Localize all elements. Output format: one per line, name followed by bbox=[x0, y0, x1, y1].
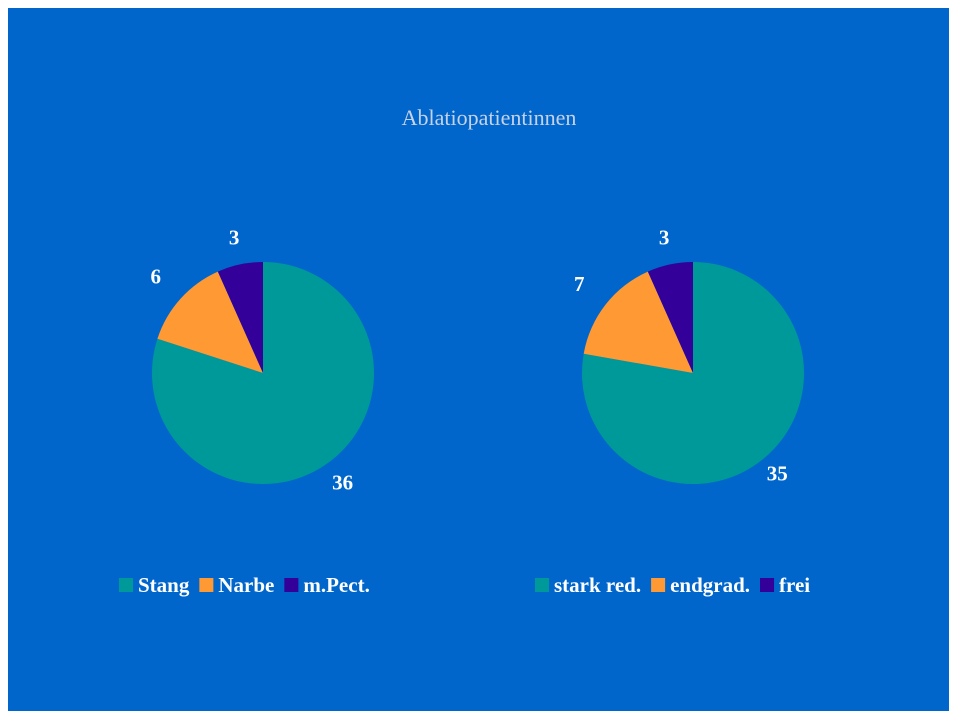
chart-title: Ablatiopatientinnen bbox=[402, 105, 577, 130]
legend-label-stark-red: stark red. bbox=[554, 573, 641, 597]
legend-swatch-frei bbox=[760, 578, 775, 592]
data-label-stark-red: 35 bbox=[767, 461, 788, 485]
slide: Ablatiopatientinnen 36 6 3 35 7 3 Stang Narbe… bbox=[8, 8, 949, 711]
legend-label-m-pect: m.Pect. bbox=[303, 573, 369, 597]
pie-slice-narbe bbox=[157, 271, 263, 373]
pie-slice-endgrad bbox=[583, 271, 693, 373]
data-label-m-pect: 3 bbox=[229, 225, 240, 249]
pie-chart-left: 36 6 3 bbox=[151, 225, 374, 495]
legend-swatch-m-pect bbox=[284, 578, 299, 592]
legend-swatch-narbe bbox=[199, 578, 214, 592]
legend-left: Stang Narbe m.Pect. bbox=[119, 573, 370, 597]
pie-slice-stang bbox=[151, 262, 374, 484]
pie-slice-m-pect bbox=[217, 262, 263, 373]
data-label-endgrad: 7 bbox=[574, 272, 585, 296]
pie-chart-right: 35 7 3 bbox=[574, 225, 804, 485]
legend-swatch-stang bbox=[119, 578, 133, 592]
legend-label-endgrad: endgrad. bbox=[670, 573, 750, 597]
data-label-narbe: 6 bbox=[151, 264, 162, 288]
legend-right: stark red. endgrad. frei bbox=[535, 573, 810, 597]
pie-slice-frei bbox=[647, 262, 693, 373]
data-label-stang: 36 bbox=[332, 471, 353, 495]
legend-label-frei: frei bbox=[779, 573, 810, 597]
legend-label-stang: Stang bbox=[138, 573, 190, 597]
legend-swatch-stark-red bbox=[535, 578, 549, 592]
data-label-frei: 3 bbox=[659, 225, 670, 249]
legend-swatch-endgrad bbox=[651, 578, 666, 592]
legend-label-narbe: Narbe bbox=[218, 573, 274, 597]
